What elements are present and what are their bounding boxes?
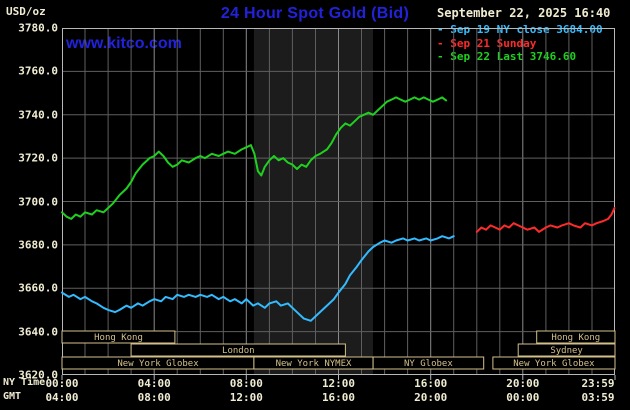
session-box: Hong Kong [61,330,176,344]
svg-text:Hong Kong: Hong Kong [94,333,143,343]
svg-text:Hong Kong: Hong Kong [551,333,600,343]
session-box: New York NYMEX [253,356,374,370]
legend-entry: - Sep 21 Sunday [437,36,537,50]
x-tick-label-nytime: 16:00 [414,377,448,390]
kitco-watermark-link[interactable]: www.kitco.com [66,35,182,52]
y-tick-label: 3760.0 [18,64,58,78]
x-tick-label-nytime: 00:00 [45,377,79,390]
legend-entries: - Sep 19 NY close 3684.00- Sep 21 Sunday… [437,23,610,64]
x-tick-label-nytime: 20:00 [506,377,540,390]
y-tick-label: 3680.0 [18,238,58,252]
y-tick-label: 3780.0 [18,21,58,35]
y-tick-label: 3720.0 [18,151,58,165]
x-tick-label-gmt: 08:00 [137,391,171,404]
session-box: New York Globex [61,356,255,370]
legend-entry: - Sep 22 Last 3746.60 [437,50,577,63]
x-tick-label-gmt: 12:00 [229,391,263,404]
session-box: NY Globex [372,356,485,370]
x-tick-label-gmt: 04:00 [45,391,79,404]
session-box: London [130,343,346,357]
x-tick-label-nytime: 08:00 [229,377,263,390]
x-tick-label-gmt: 00:00 [506,391,540,404]
x-tick-label-gmt: 03:59 [581,391,615,404]
x-axis-row-label-nytime: NY Time [3,377,46,388]
legend: September 22, 2025 16:40 - Sep 19 NY clo… [437,6,610,64]
svg-text:NY Globex: NY Globex [404,359,453,369]
session-box: Hong Kong [536,330,616,344]
x-tick-label-nytime: 23:59 [581,377,615,390]
y-tick-label: 3660.0 [18,281,58,295]
series-line [475,207,616,233]
y-tick-label: 3740.0 [18,108,58,122]
svg-text:Sydney: Sydney [550,346,583,356]
series-line [61,96,448,220]
y-tick-label: 3700.0 [18,195,58,208]
series-line [61,235,455,322]
y-axis-unit-label: USD/oz [6,5,46,18]
x-tick-label-nytime: 04:00 [137,377,171,390]
svg-text:New York Globex: New York Globex [117,359,199,369]
session-box: Sydney [517,343,616,357]
svg-text:New York Globex: New York Globex [513,359,595,369]
x-tick-label-nytime: 12:00 [321,377,356,390]
legend-timestamp: September 22, 2025 16:40 [437,6,611,20]
x-tick-label-gmt: 16:00 [321,391,356,404]
y-tick-label: 3620.0 [18,368,58,382]
chart-title: 24 Hour Spot Gold (Bid) [220,5,410,22]
y-tick-label: 3640.0 [18,325,58,339]
svg-text:New York NYMEX: New York NYMEX [276,359,352,369]
x-tick-label-gmt: 20:00 [414,391,448,404]
chart-plot-area: Hong Kong Hong Kong London Sydney New York G… [61,28,616,380]
x-axis-row-label-gmt: GMT [3,391,22,402]
session-box: New York Globex [492,356,616,370]
svg-text:London: London [222,346,255,356]
